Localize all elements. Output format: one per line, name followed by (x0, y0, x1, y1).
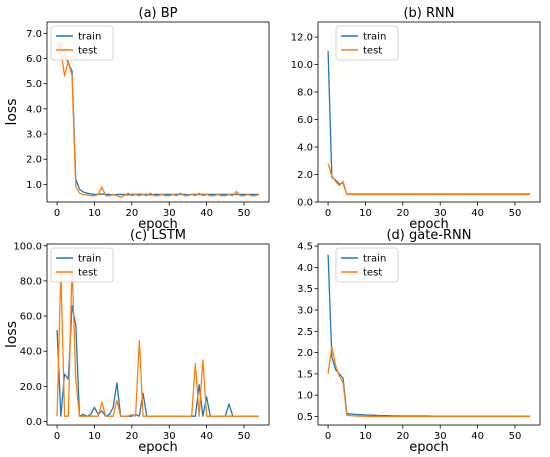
x-tick-label: 40 (200, 208, 213, 219)
y-tick-label: 1.0 (297, 391, 313, 402)
y-tick-label: 7.0 (26, 29, 42, 40)
x-axis-label: epoch (409, 217, 449, 232)
legend: train test (50, 247, 114, 283)
series-line-test (327, 345, 530, 418)
chart-title: (c) LSTM (130, 228, 186, 243)
x-tick-label: 10 (88, 208, 101, 219)
x-tick-label: 20 (125, 208, 138, 219)
y-axis-label: loss (4, 98, 20, 125)
x-tick-label: 30 (434, 208, 447, 219)
y-tick-label: 40.0 (20, 347, 42, 358)
x-tick-label: 40 (200, 431, 213, 442)
y-tick-label: 0.5 (297, 412, 313, 423)
legend: train test (335, 247, 399, 283)
legend-label-train: train (363, 32, 386, 43)
x-tick-label: 30 (163, 431, 176, 442)
legend-label-train: train (78, 32, 101, 43)
legend-box (50, 25, 114, 61)
y-tick-label: 80.0 (20, 276, 42, 287)
y-tick-label: 6.0 (297, 115, 313, 126)
y-tick-label: 4.5 (297, 242, 313, 253)
y-tick-label: 8.0 (297, 88, 313, 99)
chart-title: (a) BP (139, 6, 178, 21)
y-tick-label: 20.0 (20, 382, 42, 393)
legend-label-train: train (78, 254, 101, 265)
y-tick-label: 12.0 (291, 33, 313, 44)
legend-label-test: test (78, 268, 97, 279)
y-tick-label: 3.5 (297, 284, 313, 295)
x-tick-label: 20 (125, 431, 138, 442)
legend: train test (50, 25, 114, 61)
y-tick-label: 0.0 (297, 198, 313, 209)
y-tick-label: 100.0 (13, 241, 42, 252)
legend-label-test: test (363, 268, 382, 279)
series-line-train (56, 42, 259, 196)
x-tick-label: 30 (163, 208, 176, 219)
x-axis-label: epoch (138, 440, 178, 455)
y-tick-label: 4.0 (297, 263, 313, 274)
y-tick-label: 2.0 (26, 155, 42, 166)
legend: train test (335, 25, 399, 61)
series-line-test (56, 40, 260, 198)
y-tick-label: 4.0 (297, 143, 313, 154)
x-axis-label: epoch (409, 440, 449, 455)
y-tick-label: 5.0 (26, 79, 42, 90)
legend-label-test: test (78, 46, 97, 57)
x-tick-label: 20 (396, 208, 409, 219)
x-tick-label: 10 (88, 431, 101, 442)
x-tick-label: 10 (359, 208, 372, 219)
x-tick-label: 10 (359, 431, 372, 442)
subplot-3: 0 10 20 30 40 50 0.0 20.0 40.0 60.0 80.0 100.0 (c) L… (4, 228, 270, 455)
y-tick-label: 2.5 (297, 327, 313, 338)
y-tick-label: 6.0 (26, 54, 42, 65)
series-line-test (327, 163, 530, 196)
subplot-1: 0 10 20 30 40 50 1.0 2.0 3.0 4.0 5.0 6.0 7.0 (a) BP ep… (4, 6, 270, 232)
y-tick-label: 10.0 (291, 60, 313, 71)
y-tick-label: 60.0 (20, 312, 42, 323)
x-tick-label: 0 (325, 208, 331, 219)
y-tick-label: 1.0 (26, 180, 42, 191)
y-tick-label: 3.0 (26, 130, 42, 141)
chart-title: (d) gate-RNN (386, 228, 471, 243)
x-tick-label: 0 (325, 431, 331, 442)
x-tick-label: 40 (471, 431, 484, 442)
chart-title: (b) RNN (403, 6, 454, 21)
x-tick-label: 30 (434, 431, 447, 442)
y-tick-label: 2.0 (297, 170, 313, 181)
x-tick-label: 50 (238, 208, 251, 219)
legend-box (335, 247, 399, 283)
x-tick-label: 20 (396, 431, 409, 442)
subplot-2: 0 10 20 30 40 50 0.0 2.0 4.0 6.0 8.0 10.0 12.0 (b) RN… (291, 6, 541, 232)
x-tick-label: 50 (509, 431, 522, 442)
series-line-test (56, 264, 259, 417)
x-tick-label: 0 (54, 208, 60, 219)
legend-label-test: test (363, 46, 382, 57)
x-tick-label: 50 (509, 208, 522, 219)
y-tick-label: 3.0 (297, 306, 313, 317)
y-tick-label: 2.0 (297, 348, 313, 359)
y-axis-label: loss (4, 321, 20, 348)
legend-box (335, 25, 399, 61)
x-tick-label: 40 (471, 208, 484, 219)
x-axis-label: epoch (138, 217, 178, 232)
legend-box (50, 247, 114, 283)
legend-label-train: train (363, 254, 386, 265)
x-tick-label: 0 (54, 431, 60, 442)
y-tick-label: 0.0 (26, 417, 42, 428)
subplot-4: 0 10 20 30 40 50 0.5 1.0 1.5 2.0 2.5 3.0 3.5 4.0 4.5 (d… (297, 228, 541, 455)
y-tick-label: 4.0 (26, 104, 42, 115)
x-tick-label: 50 (238, 431, 251, 442)
y-tick-label: 1.5 (297, 369, 313, 380)
